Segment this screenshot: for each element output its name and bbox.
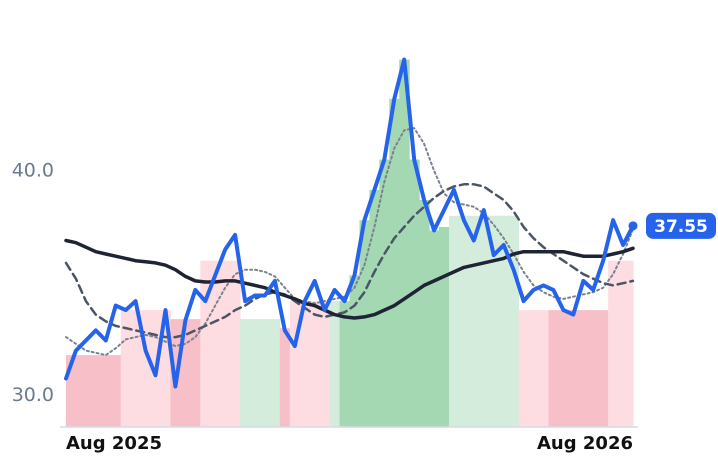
shade-bar <box>279 328 291 427</box>
shade-bar <box>319 301 331 427</box>
shade-bar <box>259 319 271 427</box>
shade-bar <box>558 310 569 427</box>
shade-bar <box>458 215 470 427</box>
shade-bar <box>100 355 112 427</box>
last-point <box>628 221 638 231</box>
shade-bar <box>339 301 350 427</box>
shade-bar <box>399 59 410 427</box>
shade-bar <box>230 260 241 427</box>
shade-bar <box>269 319 281 427</box>
shade-bar <box>160 310 171 427</box>
shade-bar <box>289 301 301 427</box>
shade-bar <box>130 310 142 427</box>
shade-bar <box>379 159 390 427</box>
shade-bar <box>588 310 599 427</box>
shade-bar <box>598 310 609 427</box>
shade-bar <box>548 310 559 427</box>
shade-bar <box>210 260 221 427</box>
shade-bar <box>220 260 231 427</box>
shade-bar <box>299 301 311 427</box>
line-series <box>64 238 635 320</box>
shade-bar <box>369 189 380 427</box>
shade-bar <box>359 220 370 427</box>
value-badge <box>646 212 716 239</box>
shade-bar <box>309 301 321 427</box>
shade-bar <box>578 310 589 427</box>
shade-bar <box>538 310 549 427</box>
shade-bar <box>240 319 251 427</box>
shade-bar <box>528 310 539 427</box>
shade-bar <box>66 355 72 427</box>
shade-bar <box>478 215 490 427</box>
shade-bar <box>70 355 82 427</box>
line-series <box>64 57 635 389</box>
shade-bar <box>439 226 450 427</box>
shade-bar <box>90 355 102 427</box>
shade-bar <box>448 215 460 427</box>
shade-bar <box>349 275 360 427</box>
shade-bar <box>488 215 500 427</box>
shade-bar <box>508 215 520 427</box>
shade-bar <box>250 319 261 427</box>
shade-bar <box>200 260 211 427</box>
value-badge-label: 37.55 <box>654 217 708 237</box>
shade-bar <box>190 319 201 427</box>
shade-bar <box>429 230 440 427</box>
x-tick-label: Aug 2026 <box>537 433 633 454</box>
shade-bar <box>568 310 579 427</box>
shade-bar <box>618 260 629 427</box>
shade-bar <box>498 215 510 427</box>
y-tick-label: 40.0 <box>12 159 54 181</box>
shade-bar <box>120 310 132 427</box>
shade-bar <box>419 200 430 427</box>
shade-bar <box>329 301 341 427</box>
shade-bar <box>80 355 92 427</box>
shade-bar <box>468 215 480 427</box>
shade-bar <box>518 310 530 427</box>
shade-bar <box>628 260 634 427</box>
y-tick-label: 30.0 <box>12 384 54 406</box>
shade-bar <box>608 260 619 427</box>
shade-bar <box>140 310 152 427</box>
shade-bar <box>180 319 191 427</box>
shade-bar <box>389 98 400 427</box>
shade-bar <box>110 355 122 427</box>
x-tick-label: Aug 2025 <box>66 433 162 454</box>
